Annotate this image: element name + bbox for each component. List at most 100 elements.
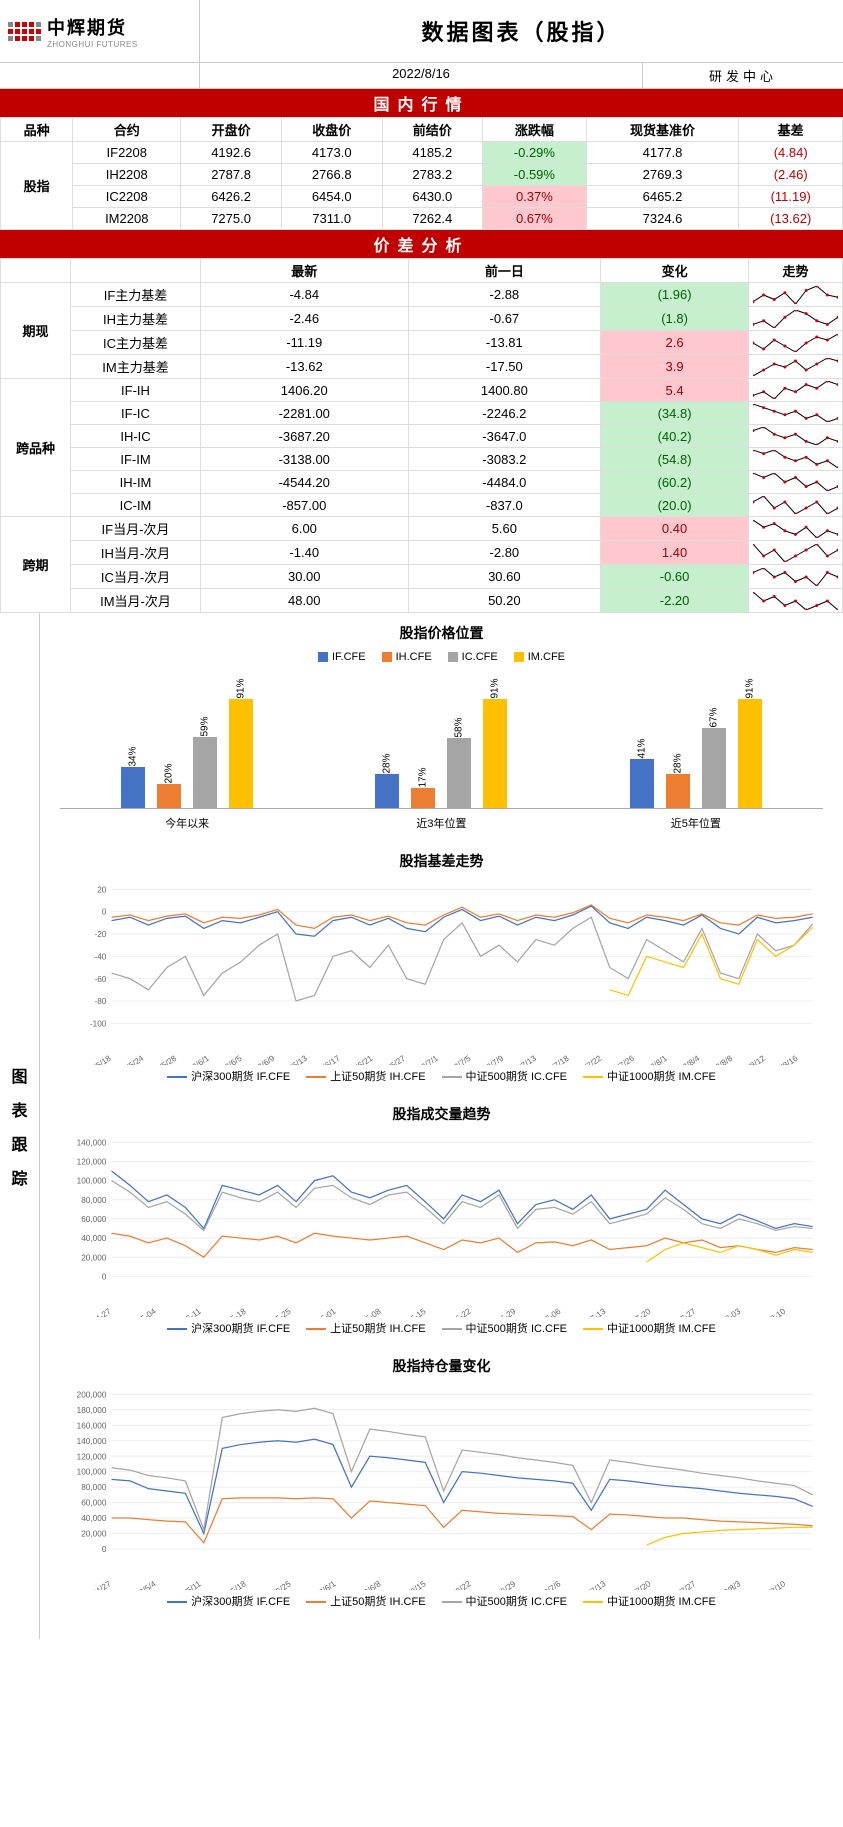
svg-text:2022-08-10: 2022-08-10	[748, 1306, 788, 1317]
svg-text:-80: -80	[94, 997, 106, 1006]
svg-text:2022/7/22: 2022/7/22	[568, 1053, 604, 1064]
spread-name: IH主力基差	[71, 307, 201, 331]
legend-item: 中证500期货 IC.CFE	[442, 1068, 567, 1084]
svg-text:-60: -60	[94, 975, 106, 984]
svg-text:2022-05-18: 2022-05-18	[208, 1306, 248, 1317]
svg-text:2022-06-22: 2022-06-22	[433, 1306, 473, 1317]
page-title: 数据图表（股指）	[200, 0, 843, 62]
change-cell: -2.20	[601, 589, 749, 613]
svg-text:2022/7/27: 2022/7/27	[662, 1579, 698, 1590]
cell: 6426.2	[181, 186, 282, 208]
svg-text:2022/6/22: 2022/6/22	[437, 1579, 473, 1590]
svg-text:2022/6/29: 2022/6/29	[482, 1579, 518, 1590]
svg-text:2022-05-04: 2022-05-04	[118, 1306, 158, 1317]
chart-basis-trend: 股指基差走势 -100-80-60-40-200202022/5/182022/…	[60, 851, 823, 1084]
col-header: 前一日	[408, 259, 601, 283]
legend-item: 上证50期货 IH.CFE	[306, 1068, 425, 1084]
svg-text:2022/5/4: 2022/5/4	[126, 1579, 158, 1590]
svg-text:100,000: 100,000	[77, 1176, 107, 1185]
cell: -11.19	[201, 331, 409, 355]
svg-text:200,000: 200,000	[77, 1391, 107, 1400]
cell: -4484.0	[408, 471, 601, 494]
sparkline-cell	[749, 565, 843, 589]
svg-text:2022-06-29: 2022-06-29	[478, 1306, 518, 1317]
legend-item: 中证1000期货 IM.CFE	[583, 1320, 716, 1336]
svg-text:2022/8/16: 2022/8/16	[764, 1053, 800, 1064]
svg-text:2022/7/26: 2022/7/26	[601, 1053, 637, 1064]
spread-row: IH当月-次月-1.40-2.801.40	[1, 541, 843, 565]
sparkline-cell	[749, 379, 843, 402]
svg-text:0: 0	[102, 1545, 107, 1554]
spread-name: IH当月-次月	[71, 541, 201, 565]
chart-oi-change: 股指持仓量变化 020,00040,00060,00080,000100,000…	[60, 1356, 823, 1609]
svg-text:0: 0	[102, 1272, 107, 1281]
spread-row: IF-IM-3138.00-3083.2(54.8)	[1, 448, 843, 471]
cell: 2769.3	[586, 164, 739, 186]
market-row: IM22087275.07311.07262.40.67%7324.6(13.6…	[1, 208, 843, 230]
svg-text:2022/7/9: 2022/7/9	[474, 1053, 506, 1064]
bar: 28%	[375, 774, 399, 808]
bar: 17%	[411, 788, 435, 808]
bar: 67%	[702, 728, 726, 808]
spread-row: 跨期IF当月-次月6.005.600.40	[1, 517, 843, 541]
spread-name: IC当月-次月	[71, 565, 201, 589]
cell: 4185.2	[382, 142, 483, 164]
change-cell: 0.37%	[483, 186, 587, 208]
cell: IF2208	[73, 142, 181, 164]
cell: IH2208	[73, 164, 181, 186]
legend-item: 沪深300期货 IF.CFE	[167, 1068, 290, 1084]
svg-text:2022-06-01: 2022-06-01	[298, 1306, 338, 1317]
line-chart: 020,00040,00060,00080,000100,000120,0001…	[60, 1384, 823, 1590]
svg-text:2022/8/3: 2022/8/3	[711, 1579, 743, 1590]
svg-text:2022/7/5: 2022/7/5	[441, 1053, 473, 1064]
spread-row: IH主力基差-2.46-0.67(1.8)	[1, 307, 843, 331]
change-cell: -0.59%	[483, 164, 587, 186]
svg-text:2022/5/18: 2022/5/18	[212, 1579, 248, 1590]
col-header: 开盘价	[181, 118, 282, 142]
bar-group: 28%17%58%91%	[375, 688, 507, 808]
svg-text:2022/6/13: 2022/6/13	[274, 1053, 310, 1064]
group-label: 期现	[1, 283, 71, 379]
cell: IC2208	[73, 186, 181, 208]
cell: -3138.00	[201, 448, 409, 471]
sparkline-cell	[749, 307, 843, 331]
spread-name: IC主力基差	[71, 331, 201, 355]
svg-text:2022/6/1: 2022/6/1	[179, 1053, 211, 1064]
legend-item: IF.CFE	[318, 651, 366, 663]
sparkline-cell	[749, 331, 843, 355]
spread-name: IM当月-次月	[71, 589, 201, 613]
cell: -837.0	[408, 494, 601, 517]
group-label: 跨品种	[1, 379, 71, 517]
spread-row: 期现IF主力基差-4.84-2.88(1.96)	[1, 283, 843, 307]
svg-text:2022-05-11: 2022-05-11	[163, 1306, 203, 1317]
svg-text:2022/5/28: 2022/5/28	[143, 1053, 179, 1064]
svg-text:180,000: 180,000	[77, 1406, 107, 1415]
legend-item: 上证50期货 IH.CFE	[306, 1320, 425, 1336]
svg-text:2022-06-08: 2022-06-08	[343, 1306, 383, 1317]
cell: 6430.0	[382, 186, 483, 208]
legend-item: 中证500期货 IC.CFE	[442, 1593, 567, 1609]
section2-banner: 价差分析	[0, 230, 843, 258]
sparkline-cell	[749, 355, 843, 379]
bar: 34%	[121, 767, 145, 808]
svg-text:2022-05-25: 2022-05-25	[253, 1306, 293, 1317]
sparkline-cell	[749, 448, 843, 471]
svg-text:140,000: 140,000	[77, 1437, 107, 1446]
svg-text:2022/6/17: 2022/6/17	[306, 1053, 342, 1064]
svg-text:2022/7/13: 2022/7/13	[503, 1053, 539, 1064]
cell: -17.50	[408, 355, 601, 379]
col-header: 合约	[73, 118, 181, 142]
svg-text:2022/5/24: 2022/5/24	[110, 1053, 146, 1064]
spread-name: IF-IM	[71, 448, 201, 471]
cell: 30.60	[408, 565, 601, 589]
change-cell: (40.2)	[601, 425, 749, 448]
spread-name: IF-IH	[71, 379, 201, 402]
legend-item: IH.CFE	[382, 651, 432, 663]
svg-text:2022-04-27: 2022-04-27	[73, 1306, 113, 1317]
market-table: 品种合约开盘价收盘价前结价涨跌幅现货基准价基差 股指IF22084192.641…	[0, 117, 843, 230]
cell: IM2208	[73, 208, 181, 230]
change-cell: (60.2)	[601, 471, 749, 494]
cell: 6454.0	[281, 186, 382, 208]
sparkline-cell	[749, 402, 843, 425]
svg-text:2022/8/1: 2022/8/1	[637, 1053, 669, 1064]
